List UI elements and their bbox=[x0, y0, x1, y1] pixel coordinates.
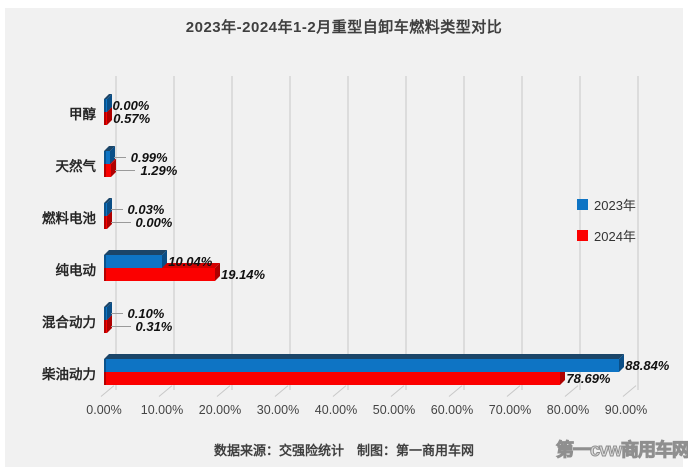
value-label-2024年: 78.69% bbox=[566, 371, 611, 386]
x-tick-label: 60.00% bbox=[430, 403, 474, 417]
x-tick-label: 80.00% bbox=[546, 403, 590, 417]
label-leader-line bbox=[115, 170, 136, 171]
x-tick-label: 50.00% bbox=[372, 403, 416, 417]
bar-2024年 bbox=[104, 268, 215, 281]
source-caption: 数据来源：交强险统计 制图：第一商用车网 bbox=[213, 443, 474, 458]
bar-2024年 bbox=[104, 372, 561, 385]
label-leader-line bbox=[110, 326, 131, 327]
bar-2023年 bbox=[104, 99, 107, 112]
x-gridline bbox=[173, 76, 175, 390]
x-tick-label: 30.00% bbox=[256, 403, 300, 417]
value-label-2023年: 0.10% bbox=[127, 306, 165, 321]
label-leader-line bbox=[113, 157, 126, 158]
x-gridline bbox=[231, 76, 233, 390]
x-gridline bbox=[289, 76, 291, 390]
value-label-2023年: 0.99% bbox=[130, 150, 168, 165]
legend-swatch-2023年 bbox=[577, 199, 588, 210]
bar-2023年 bbox=[104, 307, 107, 320]
value-label-2024年: 1.29% bbox=[140, 163, 178, 178]
legend-item-2023年: 2023年 bbox=[577, 195, 636, 214]
x-tick-label: 90.00% bbox=[604, 403, 648, 417]
legend-label: 2023年 bbox=[594, 198, 636, 213]
x-tick-label: 20.00% bbox=[198, 403, 242, 417]
category-label: 天然气 bbox=[55, 159, 97, 174]
x-gridline bbox=[115, 76, 117, 390]
x-gridline bbox=[521, 76, 523, 390]
category-label: 甲醇 bbox=[69, 107, 96, 122]
bar-2024年 bbox=[104, 164, 112, 177]
category-label: 纯电动 bbox=[55, 263, 97, 278]
chart-panel bbox=[5, 8, 683, 467]
value-label-2023年: 88.84% bbox=[625, 358, 670, 373]
category-label: 燃料电池 bbox=[42, 211, 96, 226]
legend-item-2024年: 2024年 bbox=[577, 226, 636, 245]
bar-2024年 bbox=[104, 320, 107, 333]
label-leader-line bbox=[110, 209, 123, 210]
bar-2023年 bbox=[104, 151, 110, 164]
bar-2023年 bbox=[104, 359, 620, 372]
category-label: 柴油动力 bbox=[42, 367, 96, 382]
x-gridline bbox=[347, 76, 349, 390]
value-label-2024年: 0.00% bbox=[135, 215, 173, 230]
value-label-2024年: 0.31% bbox=[135, 319, 173, 334]
value-label-2023年: 0.03% bbox=[127, 202, 165, 217]
site-watermark: 第一cvw商用车网 bbox=[556, 440, 688, 461]
bar-2024年 bbox=[104, 112, 108, 125]
x-gridline bbox=[405, 76, 407, 390]
label-leader-line bbox=[110, 222, 131, 223]
label-leader-line bbox=[110, 313, 123, 314]
bar-2023年 bbox=[104, 203, 107, 216]
value-label-2024年: 19.14% bbox=[221, 267, 266, 282]
x-tick-label: 10.00% bbox=[140, 403, 184, 417]
category-label: 混合动力 bbox=[42, 315, 96, 330]
legend-swatch-2024年 bbox=[577, 230, 588, 241]
x-tick-label: 0.00% bbox=[86, 403, 122, 417]
bar-2024年 bbox=[104, 216, 107, 229]
chart-title: 2023年-2024年1-2月重型自卸车燃料类型对比 bbox=[185, 19, 503, 36]
value-label-2023年: 10.04% bbox=[168, 254, 213, 269]
bar-2023年 bbox=[104, 255, 163, 268]
value-label-2023年: 0.00% bbox=[112, 98, 150, 113]
x-gridline bbox=[637, 76, 639, 390]
legend-label: 2024年 bbox=[594, 229, 636, 244]
x-gridline bbox=[463, 76, 465, 390]
value-label-2024年: 0.57% bbox=[113, 111, 151, 126]
x-tick-label: 40.00% bbox=[314, 403, 358, 417]
x-tick-label: 70.00% bbox=[488, 403, 532, 417]
